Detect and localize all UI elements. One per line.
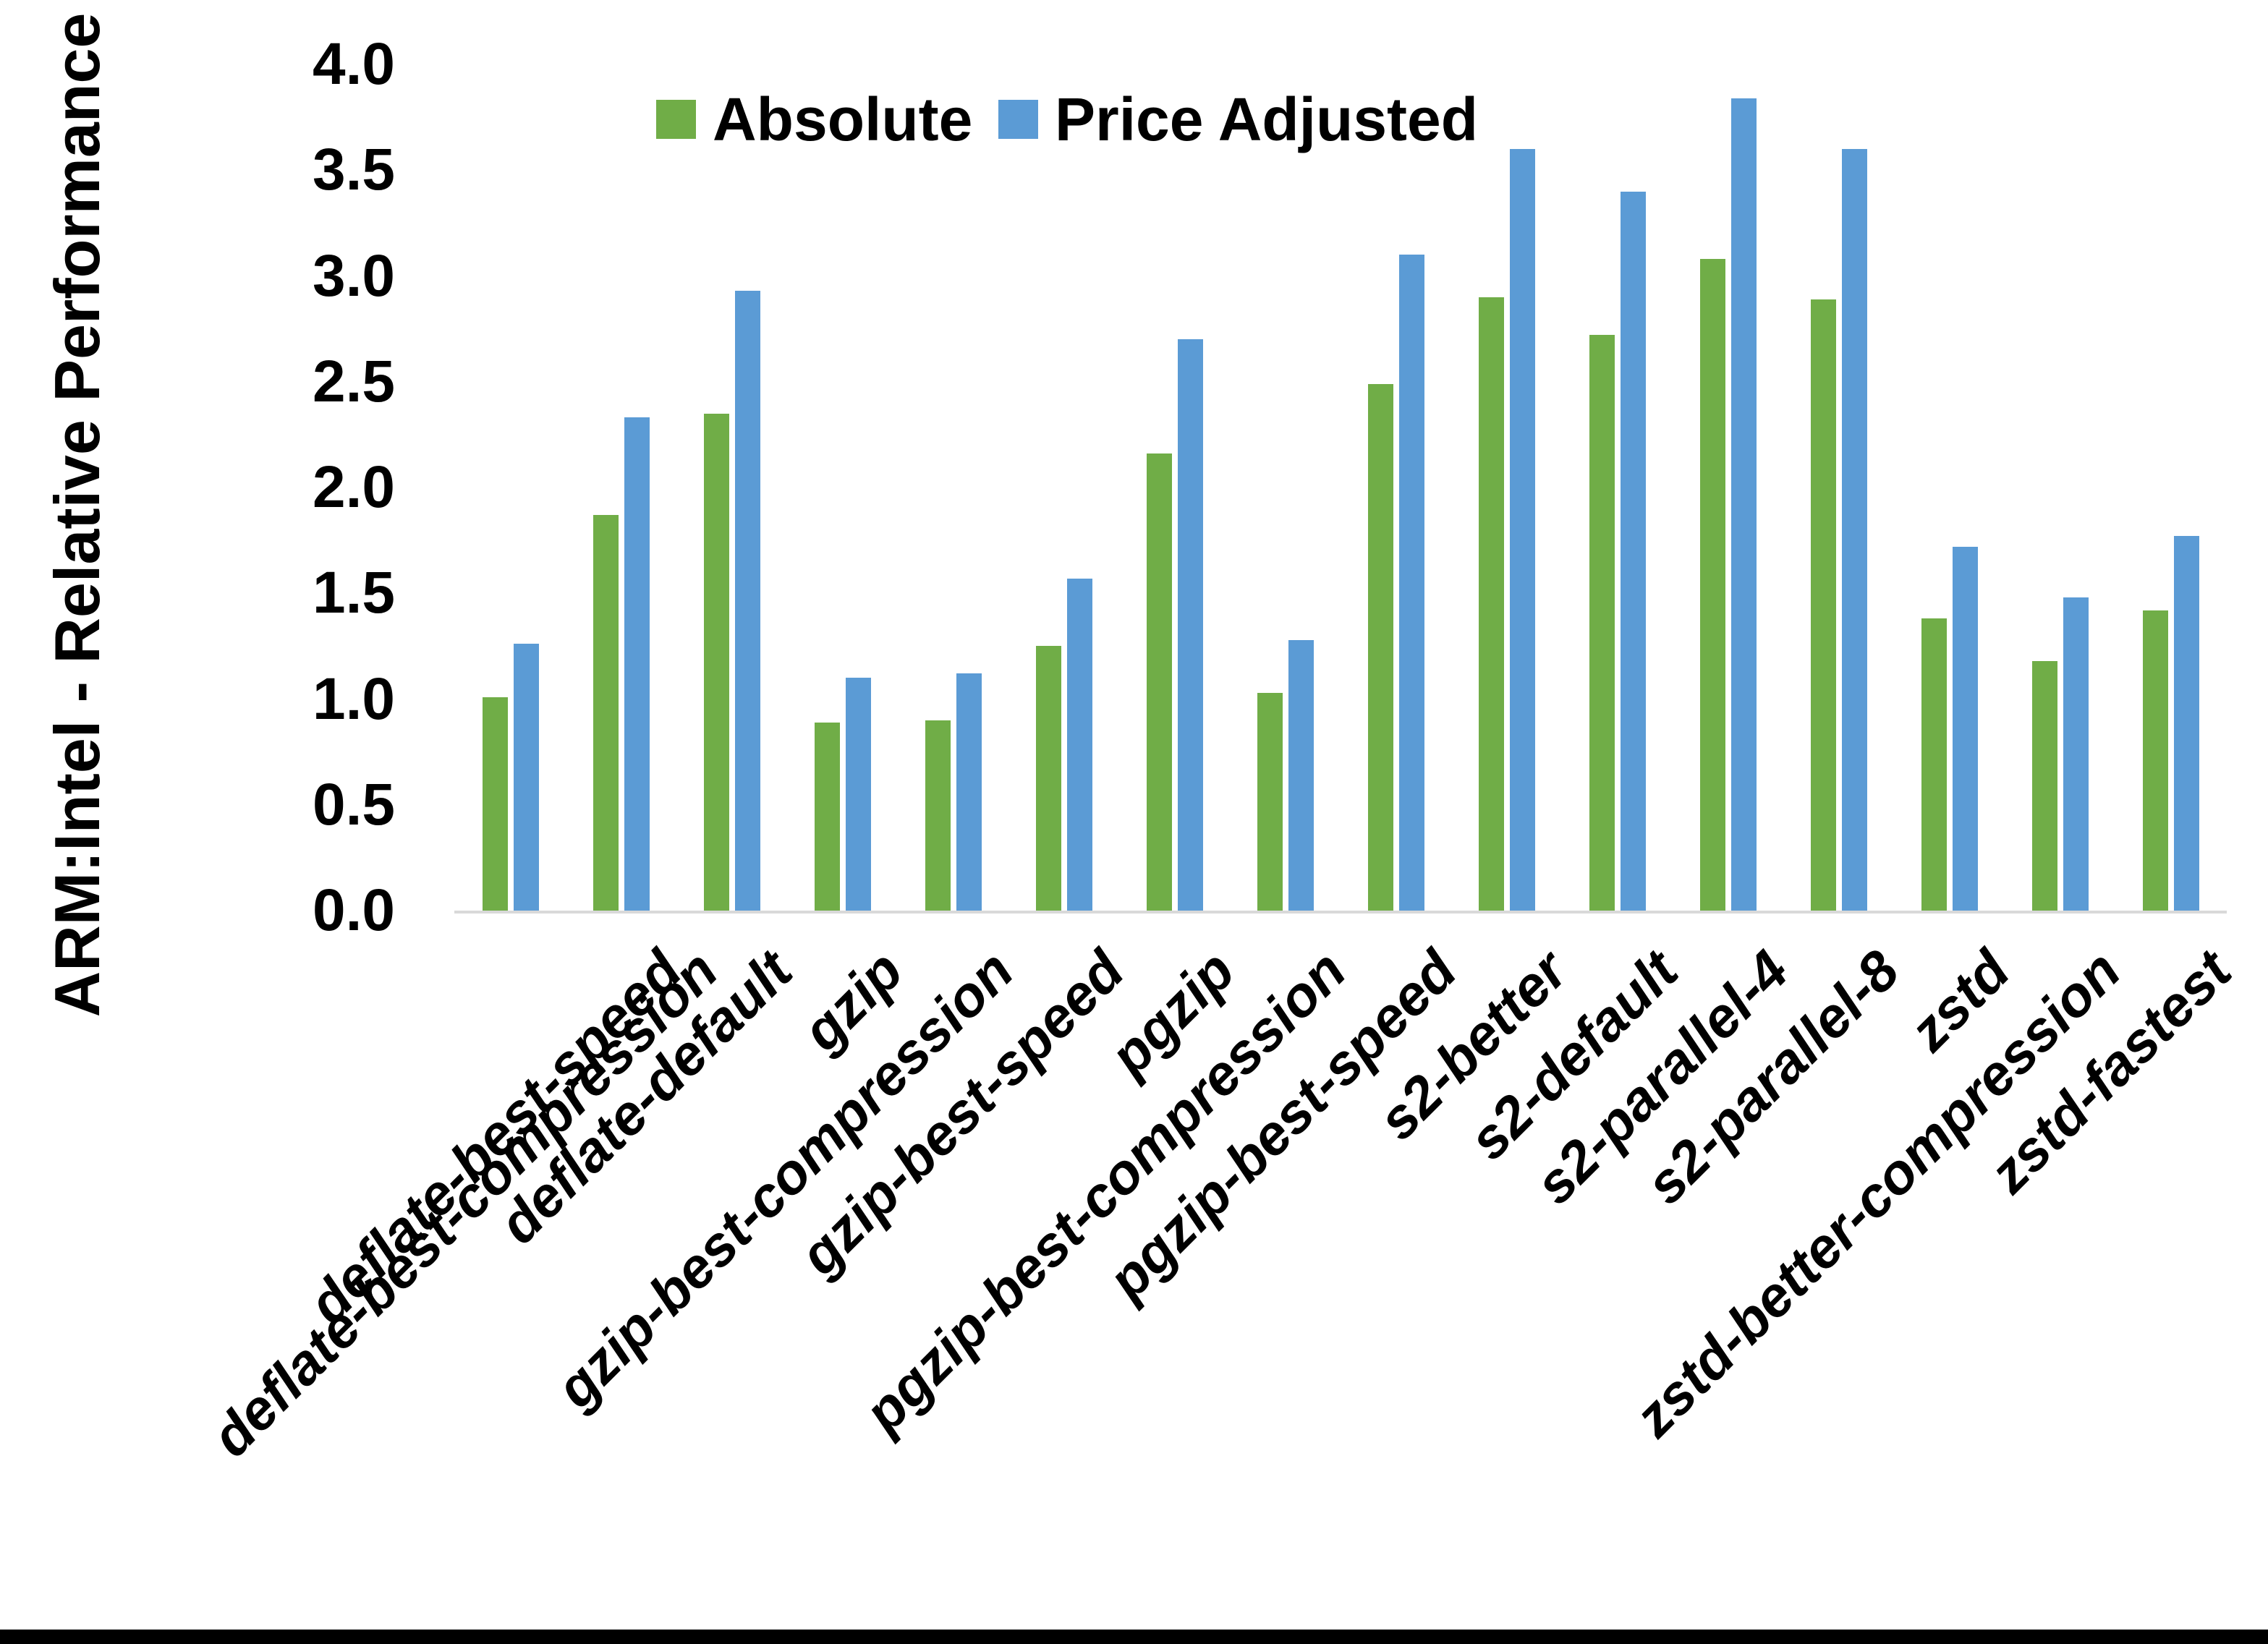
bar-absolute-pgzip [1147,453,1172,911]
y-tick-label-0.0: 0.0 [313,877,395,943]
bar-absolute-pgzip-best-compression [1257,692,1283,911]
bar-absolute-gzip-best-speed [1036,646,1061,911]
legend-item-absolute: Absolute [656,87,972,152]
x-axis-label-gzip: gzip [789,938,915,1063]
bar-price-adjusted-s2-better [1510,149,1535,911]
x-axis-label-row: zstd-fastest [0,938,2243,1205]
bar-price-adjusted-zstd-better-compression [2063,597,2089,911]
x-axis-label-row: gzip [0,938,915,1063]
bar-absolute-gzip [815,722,840,911]
x-axis-label-row: s2-default [0,938,1690,1172]
y-tick-label-2.0: 2.0 [313,454,395,520]
bar-absolute-deflate-best-compression [483,697,508,911]
y-tick-label-4.0: 4.0 [313,31,395,97]
x-axis-label-row: pgzip-best-speed [0,938,1469,1311]
legend-label-absolute: Absolute [713,85,973,153]
bar-absolute-s2-parallel-8 [1811,299,1836,911]
x-axis-label-row: gzip-best-speed [0,938,1136,1287]
x-axis-label-pgzip-best-compression: pgzip-best-compression [851,938,1358,1444]
x-axis-label-row: zstd-better-compression [0,938,2133,1449]
bar-price-adjusted-deflate-best-compression [514,644,539,911]
x-axis-label-s2-parallel-4: s2-parallel-4 [1522,938,1801,1217]
y-tick-label-1.5: 1.5 [313,560,395,626]
x-axis-label-row: pgzip-best-compression [0,938,1358,1444]
x-axis-label-zstd-better-compression: zstd-better-compression [1621,938,2133,1449]
bar-absolute-s2-parallel-4 [1700,259,1725,911]
legend-label-price-adjusted: Price Adjusted [1055,85,1479,153]
bar-price-adjusted-pgzip-best-speed [1399,255,1424,911]
bar-absolute-s2-default [1589,335,1615,911]
bar-price-adjusted-zstd-fastest [2174,536,2199,911]
bar-absolute-gzip-best-compression [925,720,951,911]
x-axis-label-gzip-best-compression: gzip-best-compression [543,938,1026,1421]
bar-absolute-deflate-default [704,413,729,911]
bar-absolute-pgzip-best-speed [1368,383,1393,911]
bottom-border-bar [0,1630,2268,1644]
x-axis-label-gzip-best-speed: gzip-best-speed [787,938,1137,1287]
x-axis-label-row: zstd [0,938,2022,1063]
bar-price-adjusted-pgzip-best-compression [1288,639,1314,911]
bar-price-adjusted-pgzip [1178,339,1203,911]
legend-swatch-absolute-icon [656,100,696,139]
bar-price-adjusted-gzip-best-compression [956,673,982,911]
bar-price-adjusted-gzip-best-speed [1067,578,1092,911]
x-axis-label-s2-default: s2-default [1456,938,1690,1172]
bar-price-adjusted-s2-parallel-8 [1842,149,1867,911]
bar-price-adjusted-s2-parallel-4 [1731,98,1757,911]
x-axis-label-pgzip: pgzip [1097,938,1247,1088]
x-axis-label-row: s2-better [0,938,1579,1151]
bar-price-adjusted-zstd [1953,546,1978,911]
bar-absolute-zstd-fastest [2143,610,2168,911]
bar-price-adjusted-deflate-default [735,290,760,911]
x-axis-label-zstd-fastest: zstd-fastest [1976,938,2243,1205]
x-axis-label-row: pgzip [0,938,1246,1087]
bar-price-adjusted-s2-default [1621,191,1646,911]
legend-item-price-adjusted: Price Adjusted [998,87,1478,152]
x-axis-label-row: s2-parallel-8 [0,938,1911,1216]
x-axis-label-pgzip-best-speed: pgzip-best-speed [1095,938,1469,1311]
x-axis-label-deflate-default: deflate-default [486,938,804,1256]
y-tick-label-3.5: 3.5 [313,137,395,203]
bar-absolute-zstd-better-compression [2032,660,2057,911]
bar-absolute-zstd [1921,618,1947,911]
x-axis-label-row: s2-parallel-4 [0,938,1800,1216]
bar-price-adjusted-deflate-best-speed [624,417,650,911]
x-axis-line [454,911,2227,913]
legend-swatch-price-adjusted-icon [998,100,1038,139]
bar-absolute-deflate-best-speed [593,515,619,911]
x-axis-label-zstd: zstd [1896,938,2022,1063]
x-axis-label-deflate-best-compression: deflate-best-compression [199,938,730,1469]
y-tick-label-0.5: 0.5 [313,771,395,838]
x-axis-label-s2-better: s2-better [1365,938,1579,1152]
y-tick-label-3.0: 3.0 [313,242,395,309]
x-axis-label-deflate-best-speed: deflate-best-speed [295,938,694,1336]
bar-absolute-s2-better [1479,297,1504,911]
x-axis-label-s2-parallel-8: s2-parallel-8 [1633,938,1911,1217]
x-axis-label-row: gzip-best-compression [0,938,1025,1420]
bar-price-adjusted-gzip [846,678,871,911]
y-tick-label-2.5: 2.5 [313,348,395,414]
y-tick-label-1.0: 1.0 [313,665,395,732]
